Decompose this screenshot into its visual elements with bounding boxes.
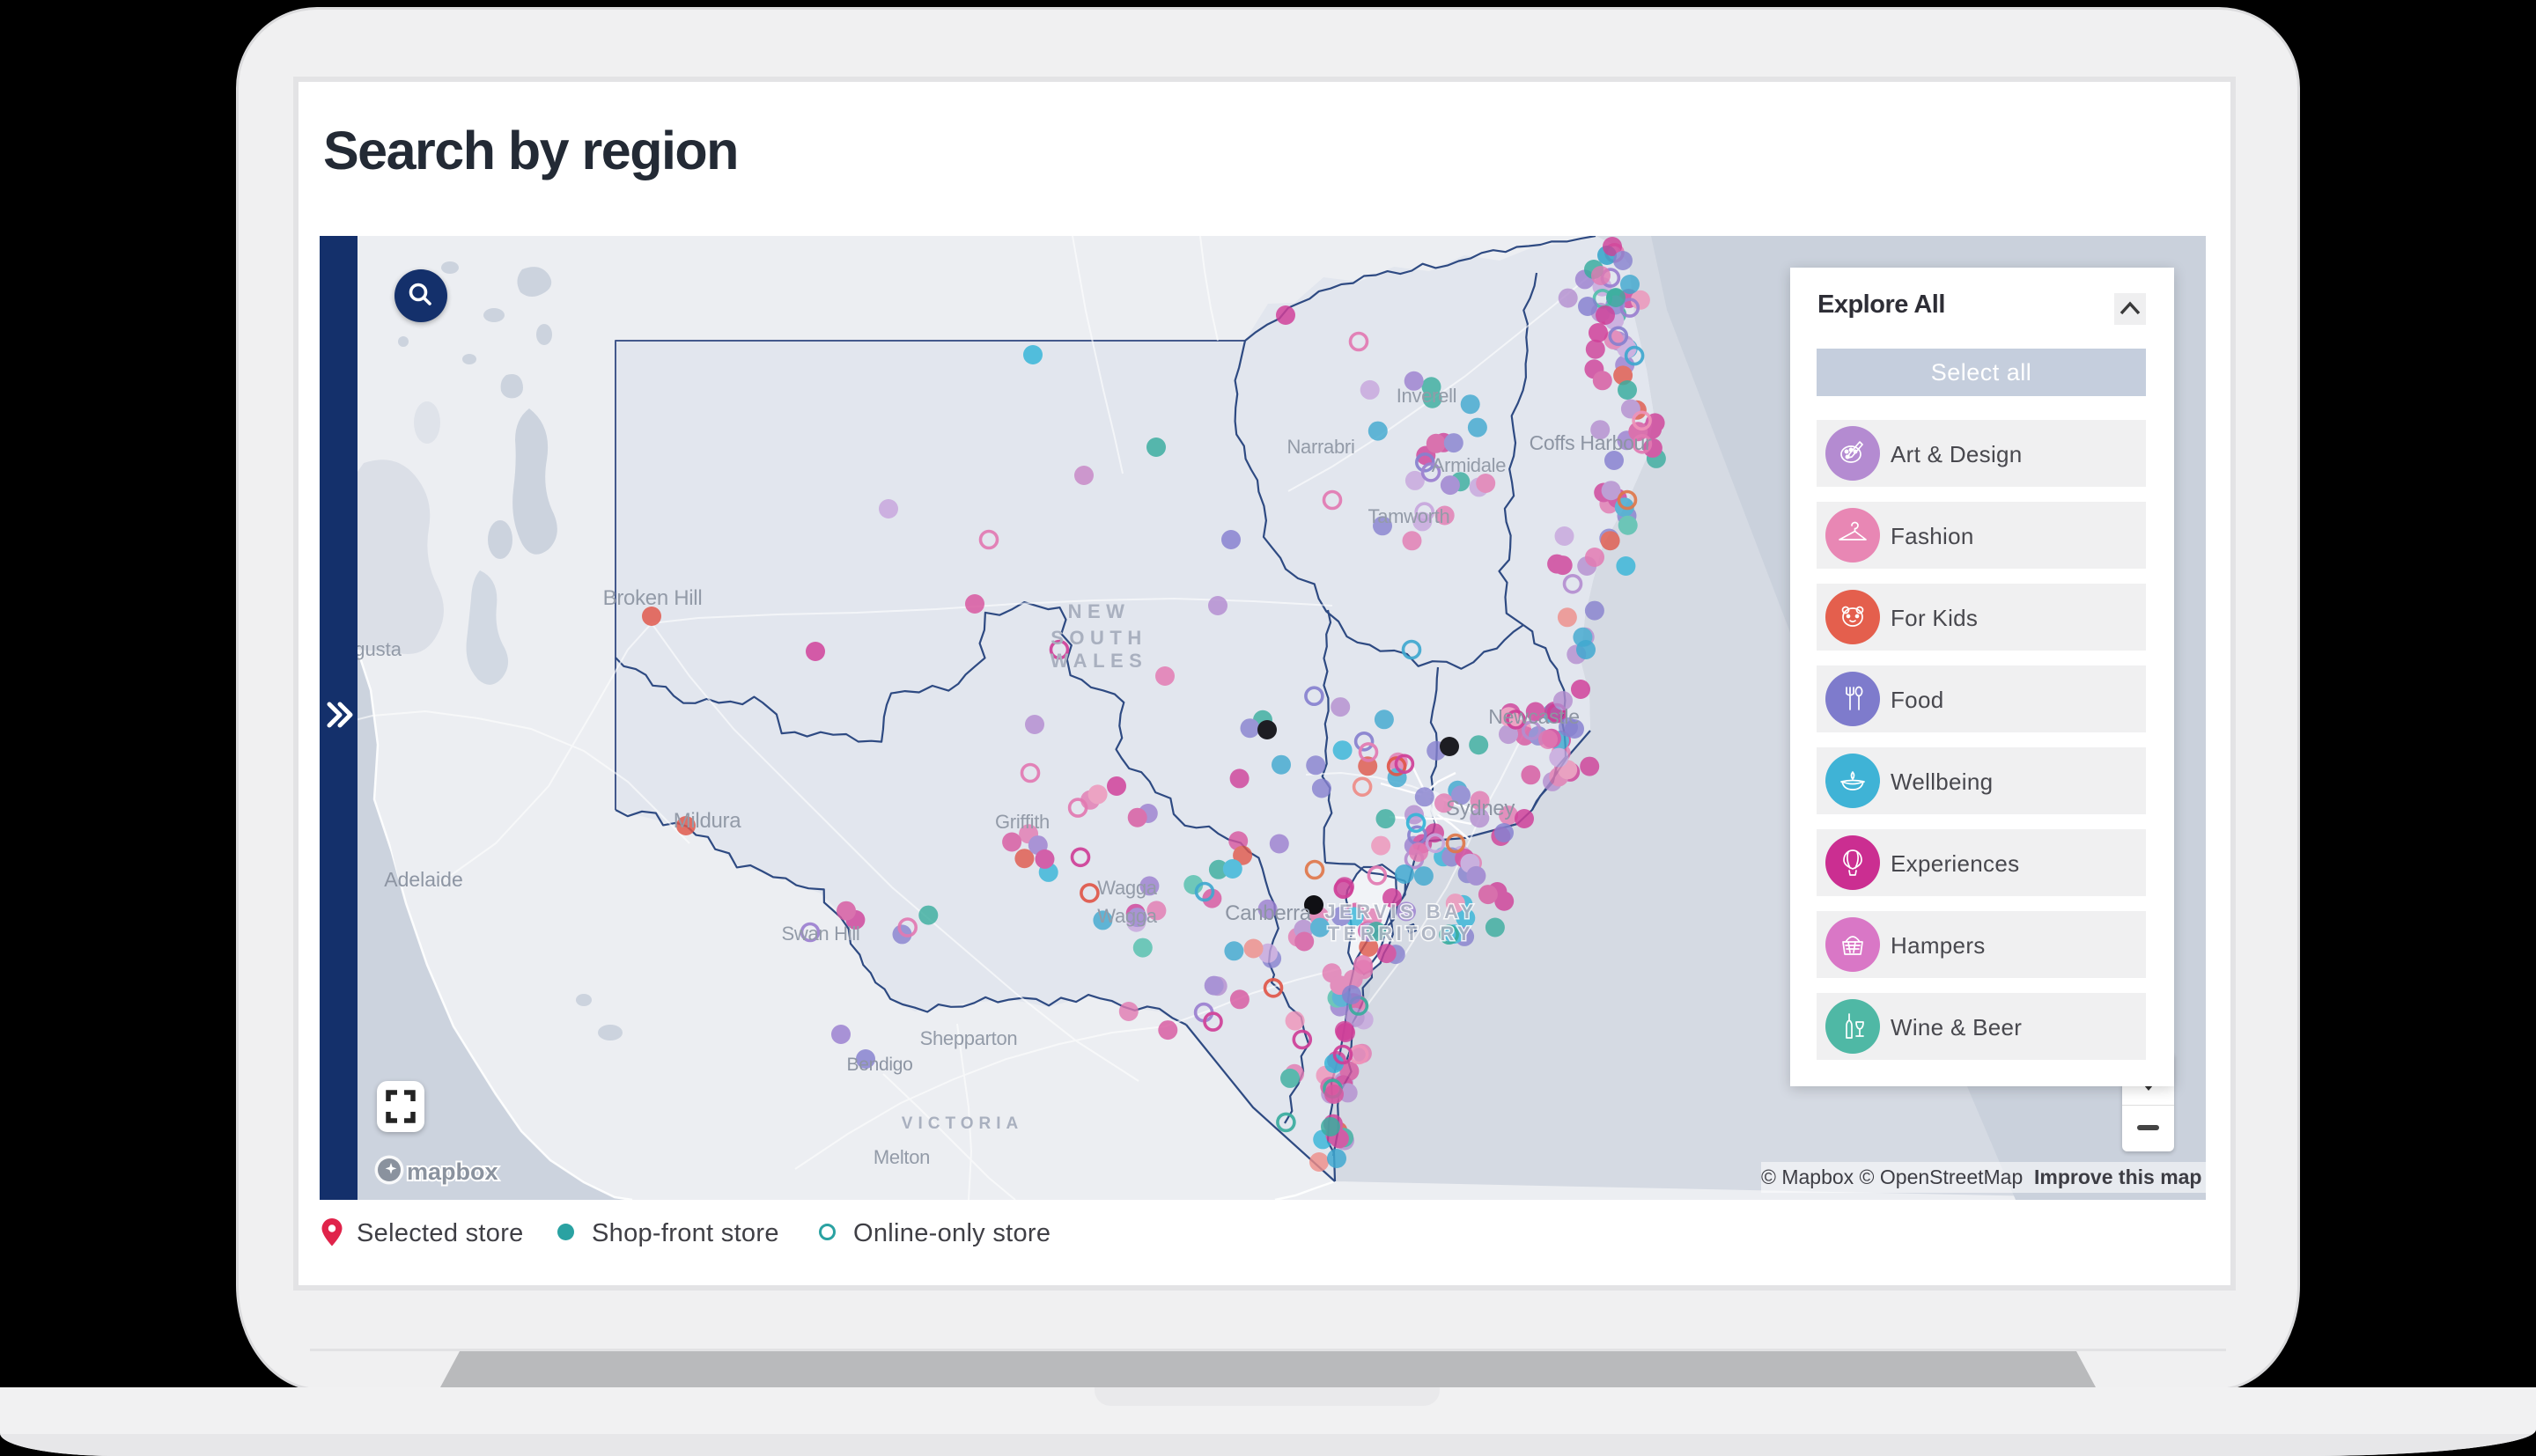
svg-text:JERVIS BAY: JERVIS BAY: [1324, 901, 1477, 923]
svg-text:Armidale: Armidale: [1432, 454, 1506, 476]
svg-text:VICTORIA: VICTORIA: [902, 1114, 1023, 1133]
svg-text:Melton: Melton: [874, 1146, 930, 1168]
svg-text:WALES: WALES: [1051, 650, 1148, 672]
svg-text:Inverell: Inverell: [1397, 385, 1457, 407]
svg-text:NEW: NEW: [1068, 600, 1131, 622]
svg-text:TERRITORY: TERRITORY: [1328, 923, 1474, 945]
svg-text:Adelaide: Adelaide: [384, 868, 463, 891]
svg-text:Tamworth: Tamworth: [1368, 505, 1450, 527]
svg-text:Narrabri: Narrabri: [1286, 436, 1354, 458]
svg-text:Griffith: Griffith: [995, 811, 1050, 833]
svg-text:SOUTH: SOUTH: [1051, 627, 1147, 649]
svg-text:Newcastle: Newcastle: [1488, 705, 1579, 728]
svg-text:Wagga: Wagga: [1097, 877, 1157, 899]
svg-text:Shepparton: Shepparton: [920, 1027, 1018, 1049]
svg-text:Broken Hill: Broken Hill: [603, 586, 703, 610]
svg-text:Sydney: Sydney: [1446, 797, 1515, 820]
svg-text:Swan Hill: Swan Hill: [782, 923, 860, 945]
svg-text:Bendigo: Bendigo: [847, 1055, 913, 1075]
svg-text:Canberra: Canberra: [1225, 901, 1312, 925]
svg-text:Wagga: Wagga: [1097, 905, 1157, 927]
svg-text:Coffs Harbour: Coffs Harbour: [1530, 431, 1652, 454]
svg-text:mapbox: mapbox: [407, 1158, 498, 1185]
svg-text:Mildura: Mildura: [674, 809, 742, 833]
